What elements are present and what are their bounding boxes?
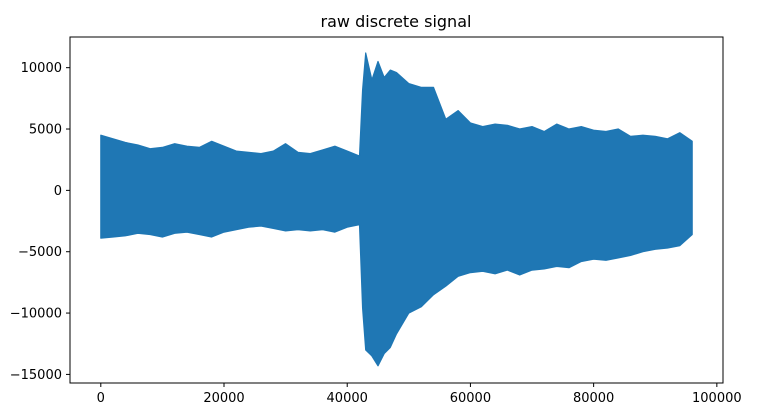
- y-axis: −15000 −10000 −5000 0 5000 10000: [10, 61, 70, 383]
- x-tick-label: 100000: [692, 391, 742, 406]
- y-tick-label: 0: [54, 184, 62, 199]
- plot-area: [100, 52, 693, 367]
- x-tick-label: 40000: [327, 391, 368, 406]
- x-tick-label: 80000: [573, 391, 614, 406]
- plot-frame: [69, 36, 724, 384]
- y-tick-label: 5000: [29, 123, 62, 138]
- y-tick-label: −5000: [18, 245, 62, 260]
- y-tick-label: −10000: [10, 307, 62, 322]
- x-tick-label: 0: [97, 391, 105, 406]
- y-tick-label: 10000: [21, 61, 62, 76]
- signal-series-0: [100, 52, 693, 367]
- y-tick-label: −15000: [10, 368, 62, 383]
- x-axis: 0 20000 40000 60000 80000 100000: [97, 383, 742, 406]
- x-tick-label: 60000: [450, 391, 491, 406]
- chart-title: raw discrete signal: [321, 12, 472, 31]
- x-tick-label: 20000: [203, 391, 244, 406]
